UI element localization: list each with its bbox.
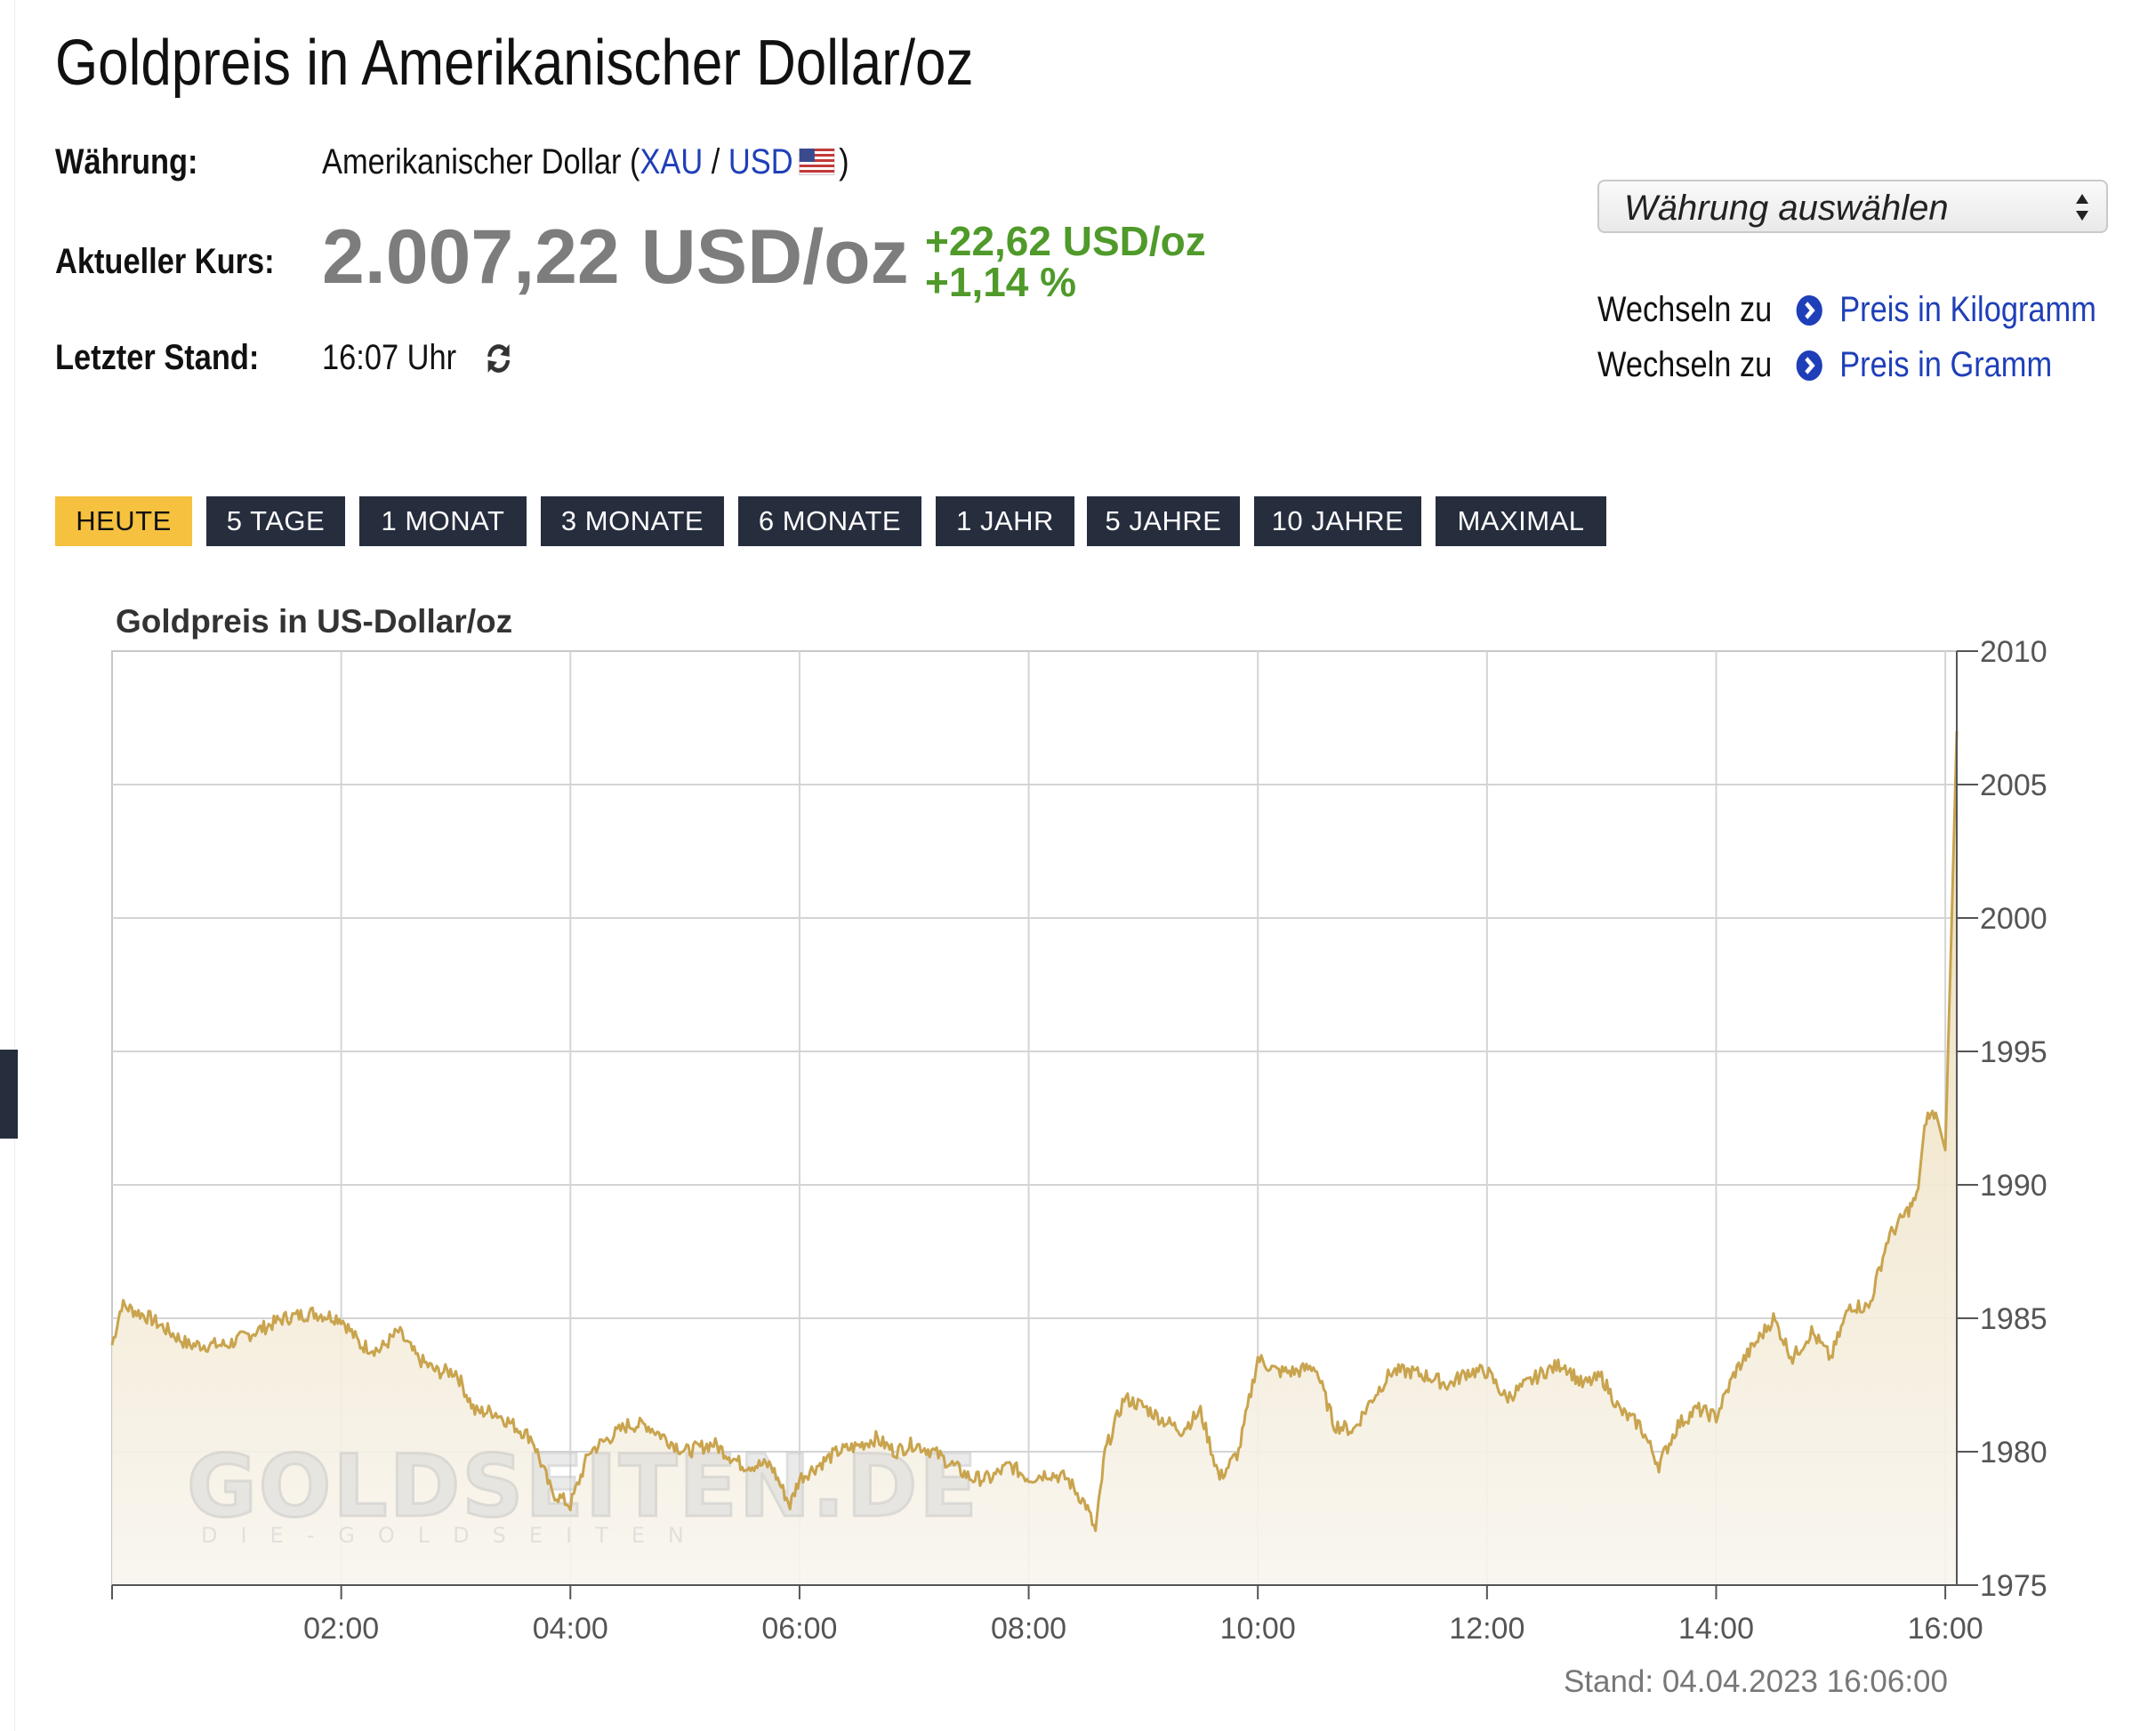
watermark: GOLDSEITEN.DE DIE-GOLDSEITEN bbox=[186, 1436, 979, 1549]
tab-3-monate[interactable]: 3 MONATE bbox=[541, 496, 724, 546]
chart-title: Goldpreis in US-Dollar/oz bbox=[116, 603, 512, 640]
currency-value: Amerikanischer Dollar (XAU / USD ) bbox=[322, 142, 849, 182]
paren-close: ) bbox=[839, 142, 849, 181]
chevron-right-icon[interactable] bbox=[1796, 350, 1823, 382]
tab-5-tage[interactable]: 5 TAGE bbox=[206, 496, 345, 546]
current-price: 2.007,22 USD/oz bbox=[322, 214, 909, 300]
y-tick-label: 2010 bbox=[1980, 635, 2047, 669]
x-tick-label: 16:00 bbox=[1908, 1612, 1983, 1646]
gram-link[interactable]: Preis in Gramm bbox=[1839, 345, 2053, 384]
tab-5-jahre[interactable]: 5 JAHRE bbox=[1087, 496, 1240, 546]
select-arrows-icon bbox=[2076, 194, 2088, 221]
tab-maximal[interactable]: MAXIMAL bbox=[1436, 496, 1606, 546]
change-absolute: +22,62 USD/oz bbox=[925, 218, 1206, 264]
chart-footer: Stand: 04.04.2023 16:06:00 bbox=[1564, 1664, 1948, 1699]
y-tick-label: 2005 bbox=[1980, 769, 2047, 802]
y-tick-label: 1995 bbox=[1980, 1035, 2047, 1069]
last-update-value: 16:07 Uhr bbox=[322, 338, 514, 378]
code-slash: / bbox=[711, 142, 720, 181]
y-tick-label: 1975 bbox=[1980, 1569, 2047, 1603]
y-tick-label: 2000 bbox=[1980, 902, 2047, 936]
switch-prefix: Wechseln zu bbox=[1597, 345, 1773, 384]
x-tick-label: 10:00 bbox=[1220, 1612, 1296, 1646]
tab-heute[interactable]: HEUTE bbox=[55, 496, 192, 546]
y-tick-label: 1980 bbox=[1980, 1436, 2047, 1469]
us-flag-icon bbox=[799, 149, 834, 175]
switch-prefix: Wechseln zu bbox=[1597, 290, 1773, 329]
line-layer bbox=[110, 730, 1959, 1533]
price-area bbox=[112, 731, 1957, 1585]
area-layer bbox=[112, 731, 1957, 1585]
currency-label: Währung: bbox=[55, 142, 198, 181]
x-tick-label: 04:00 bbox=[533, 1612, 608, 1646]
rate-label: Aktueller Kurs: bbox=[55, 242, 275, 281]
side-tab[interactable] bbox=[0, 1050, 18, 1139]
chevron-right-icon[interactable] bbox=[1796, 294, 1823, 326]
watermark-subtext: DIE-GOLDSEITEN bbox=[201, 1523, 707, 1548]
usd-link[interactable]: USD bbox=[728, 142, 793, 181]
refresh-icon[interactable] bbox=[483, 341, 513, 376]
x-tick-label: 14:00 bbox=[1678, 1612, 1754, 1646]
currency-select-label: Währung auswählen bbox=[1624, 189, 1949, 228]
currency-select[interactable]: Währung auswählen bbox=[1597, 180, 2108, 233]
y-tick-label: 1990 bbox=[1980, 1169, 2047, 1203]
tab-1-jahr[interactable]: 1 JAHR bbox=[936, 496, 1074, 546]
change-percent: +1,14 % bbox=[925, 259, 1077, 305]
tab-1-monat[interactable]: 1 MONAT bbox=[359, 496, 527, 546]
x-tick-label: 12:00 bbox=[1449, 1612, 1524, 1646]
y-tick-label: 1985 bbox=[1980, 1302, 2047, 1336]
watermark-text: GOLDSEITEN.DE bbox=[187, 1437, 979, 1536]
tab-6-monate[interactable]: 6 MONATE bbox=[738, 496, 921, 546]
xau-link[interactable]: XAU bbox=[640, 142, 704, 181]
tab-10-jahre[interactable]: 10 JAHRE bbox=[1254, 496, 1421, 546]
page-title: Goldpreis in Amerikanischer Dollar/oz bbox=[55, 28, 974, 99]
last-update-time: 16:07 Uhr bbox=[322, 338, 457, 377]
paren-open: ( bbox=[630, 142, 640, 181]
kilogram-link[interactable]: Preis in Kilogramm bbox=[1839, 290, 2096, 329]
switch-gram-row: Wechseln zu Preis in Gramm bbox=[1597, 345, 2052, 385]
price-line bbox=[110, 730, 1959, 1533]
x-tick-label: 06:00 bbox=[761, 1612, 837, 1646]
currency-name: Amerikanischer Dollar bbox=[322, 142, 622, 181]
gold-price-chart: Goldpreis in US-Dollar/oz GOLDSEITEN.DE … bbox=[110, 603, 2047, 1699]
last-update-label: Letzter Stand: bbox=[55, 338, 260, 377]
x-tick-label: 02:00 bbox=[303, 1612, 379, 1646]
x-tick-label: 08:00 bbox=[991, 1612, 1066, 1646]
axes: 1975 1980 1985 1990 1995 2000 2005 2010 02:00 04:… bbox=[111, 635, 2047, 1646]
switch-kilogram-row: Wechseln zu Preis in Kilogramm bbox=[1597, 290, 2096, 330]
left-rail bbox=[0, 0, 15, 1731]
